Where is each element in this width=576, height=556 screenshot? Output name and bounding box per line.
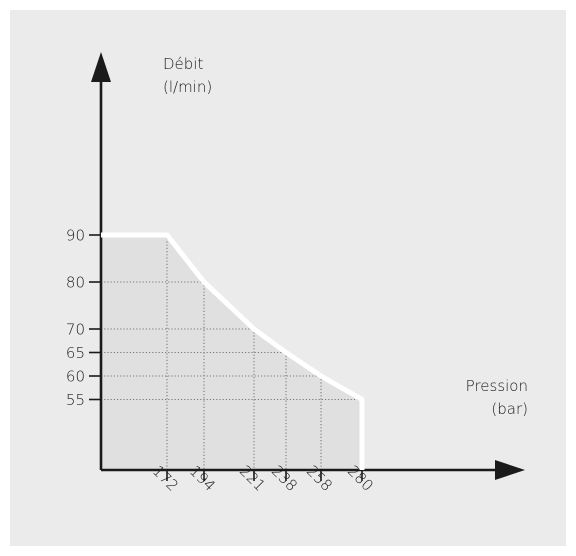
y-tick-label-55: 55	[66, 391, 85, 409]
flow-curve	[101, 232, 365, 470]
x-axis-label-line1: Pression	[466, 377, 528, 395]
x-axis-label-line2: (bar)	[491, 400, 528, 418]
y-tick-label-80: 80	[66, 274, 85, 292]
y-axis-arrow	[91, 52, 111, 82]
x-axis-arrow	[495, 460, 525, 480]
y-axis-label-line2: (l/min)	[163, 78, 212, 96]
chart-panel: 90 80 70 65 60 55 172 194 221 238 258 280 Débit (l/…	[10, 10, 566, 546]
y-axis-label-line1: Débit	[163, 55, 203, 73]
y-tick-label-60: 60	[66, 368, 85, 386]
y-tick-label-65: 65	[66, 344, 85, 362]
y-tick-label-90: 90	[66, 227, 85, 245]
area-fill	[101, 235, 362, 470]
y-tick-label-70: 70	[66, 321, 85, 339]
